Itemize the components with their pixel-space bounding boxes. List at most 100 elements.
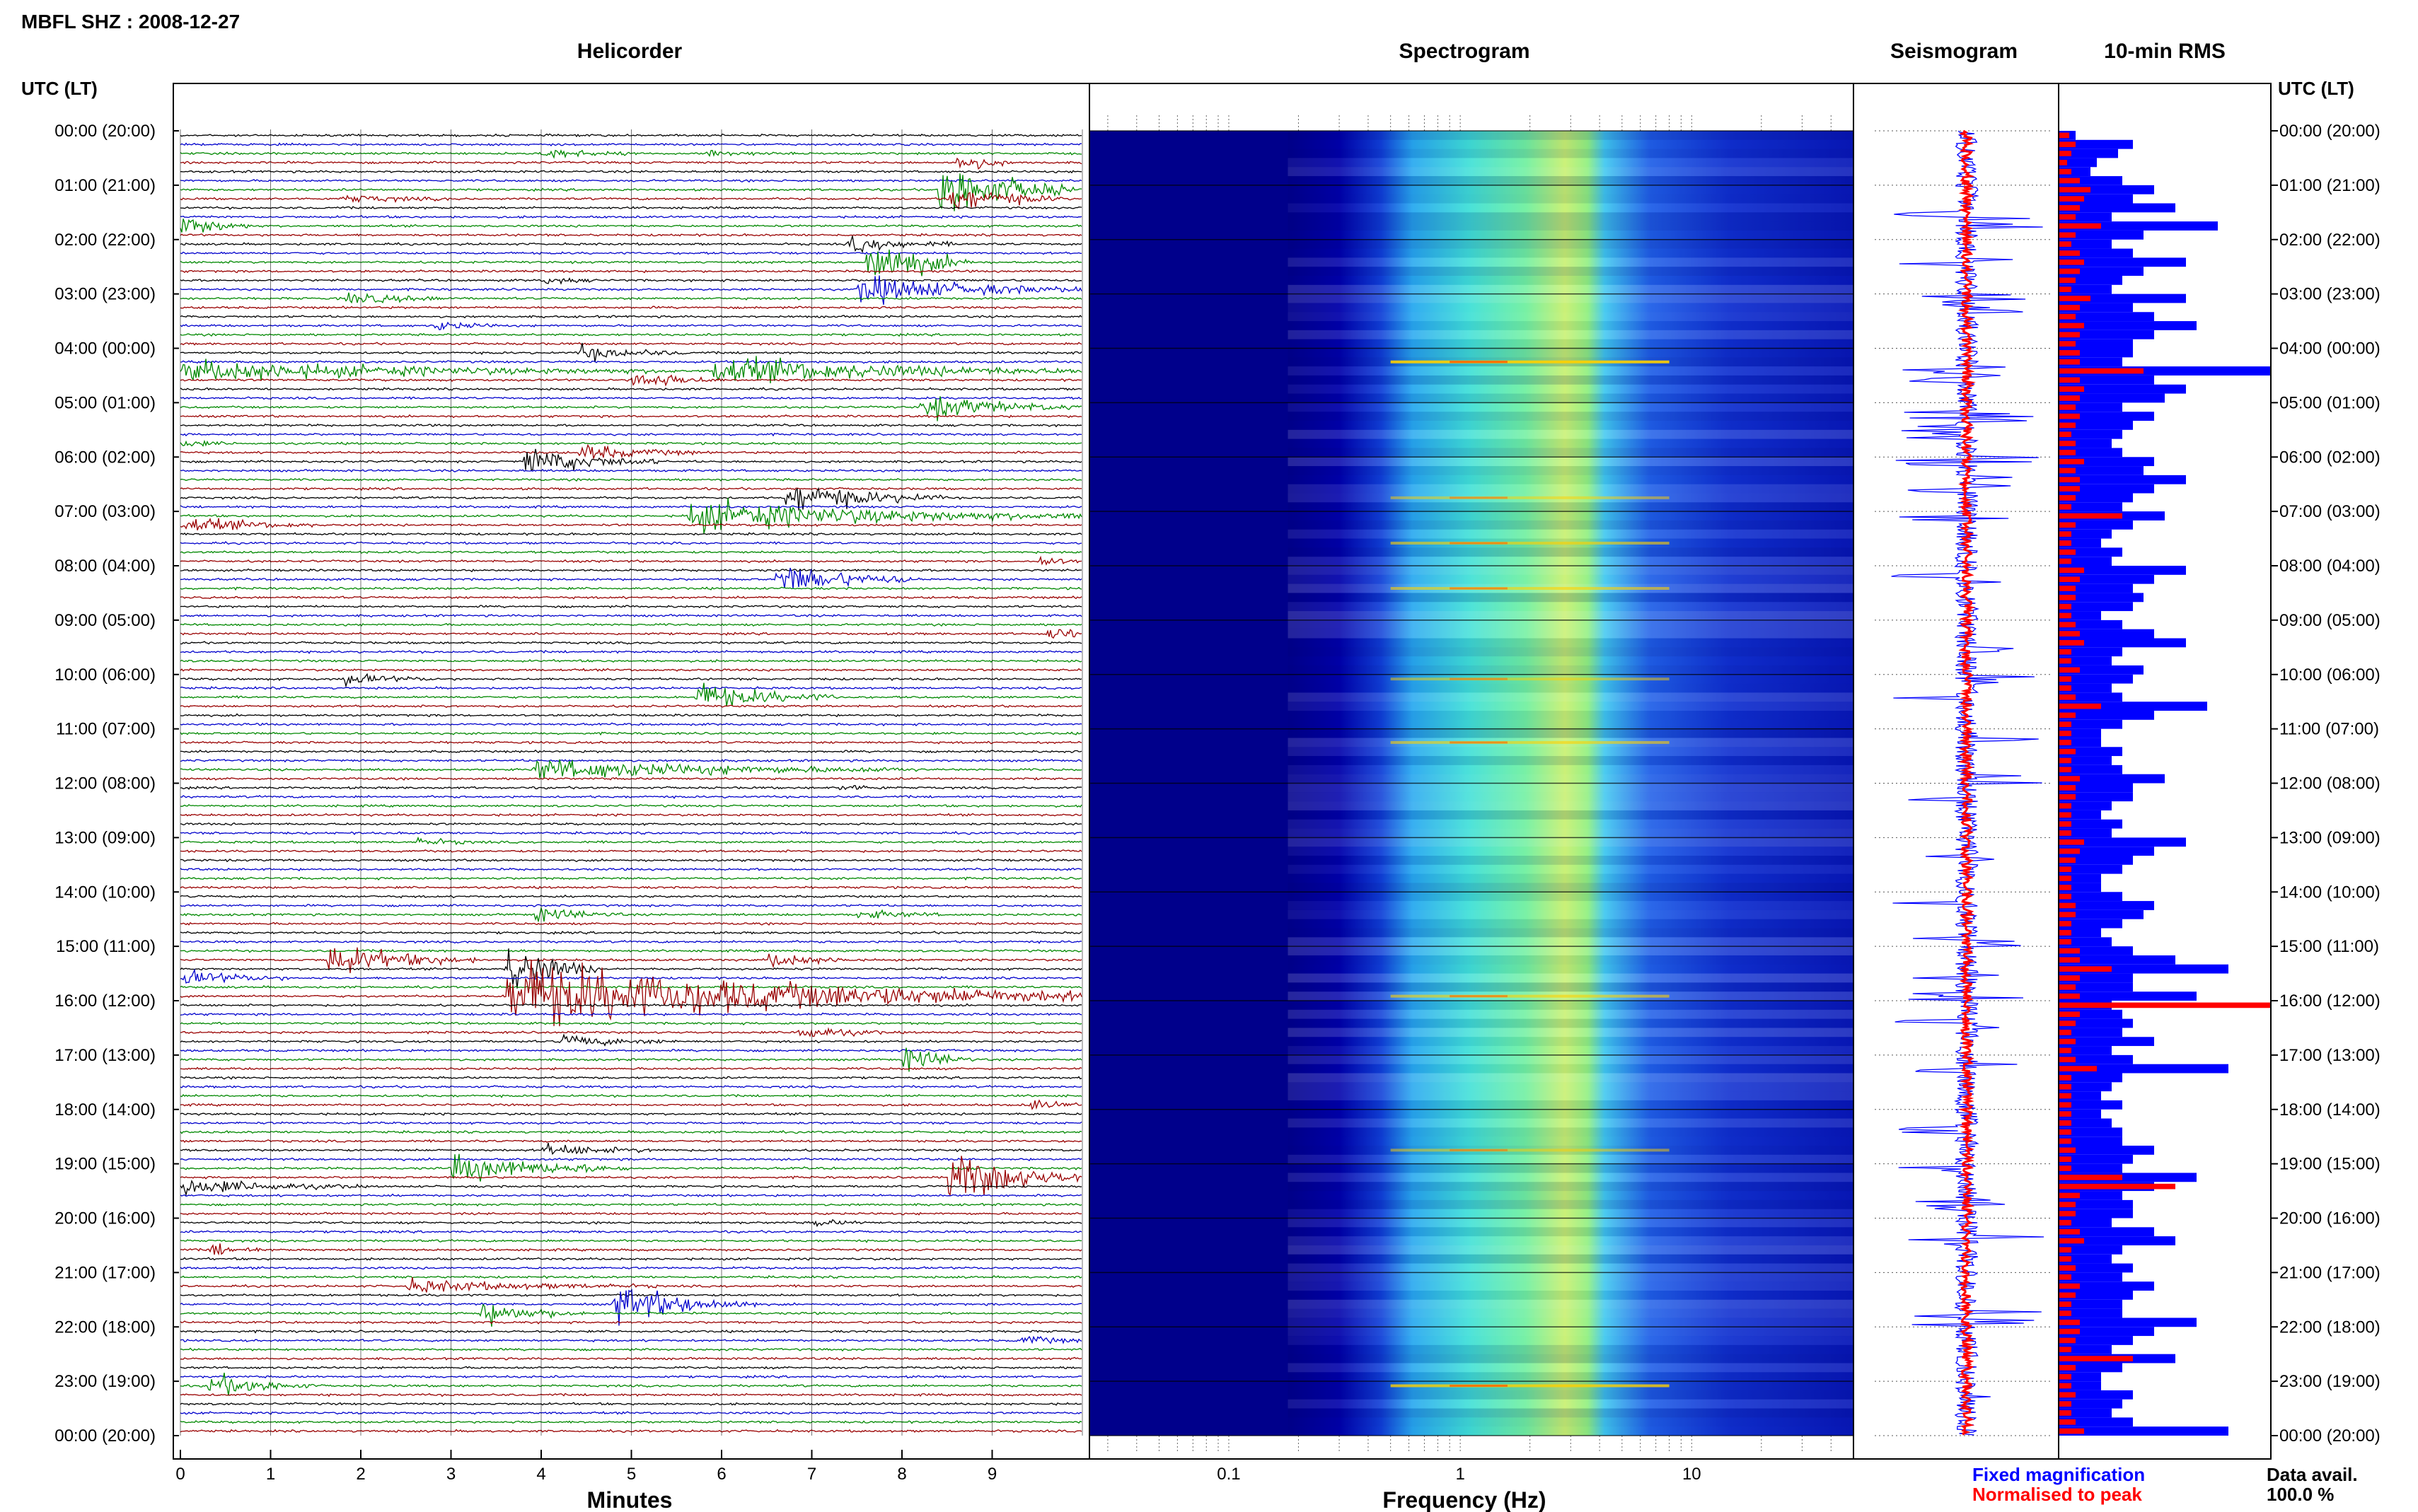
x-axis-ticks: 0 1 2 3 4 5 6 7 8 9 0.1 1 10 xyxy=(175,1450,1701,1484)
helicorder-xlabel: Minutes xyxy=(587,1487,673,1512)
spectrogram-row-121 xyxy=(1288,1227,1853,1237)
rms-bar-normalised xyxy=(2059,640,2084,646)
time-label-left: 07:00 (03:00) xyxy=(54,502,156,521)
rms-bar-fixed xyxy=(2059,384,2186,394)
rms-bar-fixed xyxy=(2059,1118,2112,1128)
rms-bar-normalised xyxy=(2059,1383,2071,1389)
rms-bar-normalised xyxy=(2059,495,2076,501)
spectrogram-row-143 xyxy=(1288,1426,1853,1436)
rms-bar-normalised xyxy=(2059,1111,2071,1117)
rms-bar-fixed xyxy=(2059,647,2122,657)
rms-bar-fixed xyxy=(2059,239,2112,249)
time-label-right: 03:00 (23:00) xyxy=(2279,285,2381,304)
rms-bar-normalised xyxy=(2059,1228,2080,1235)
spectrogram-row-28 xyxy=(1288,384,1853,394)
spectrogram-row-53 xyxy=(1288,611,1853,620)
rms-bar-normalised xyxy=(2059,993,2080,999)
time-label-left: 18:00 (14:00) xyxy=(54,1100,156,1120)
rms-bar-fixed xyxy=(2059,339,2133,349)
rms-bar-normalised xyxy=(2059,232,2076,238)
rms-bar-fixed xyxy=(2059,629,2154,639)
rms-bar-normalised xyxy=(2059,857,2076,863)
rms-bar-normalised xyxy=(2059,1238,2084,1244)
rms-bar-normalised xyxy=(2059,504,2071,510)
spectrogram-row-63 xyxy=(1288,702,1853,711)
spectrogram-row-9 xyxy=(1288,212,1853,222)
rms-bar-fixed xyxy=(2059,257,2186,267)
rms-bar-normalised xyxy=(2059,214,2076,220)
rms-bar-normalised xyxy=(2059,984,2076,990)
rms-bar-normalised xyxy=(2059,1093,2071,1099)
rms-bar-fixed xyxy=(2059,1281,2154,1291)
helicorder-xtick-label: 6 xyxy=(717,1465,726,1484)
spectrogram-row-113 xyxy=(1288,1154,1853,1164)
rms-bar-normalised xyxy=(2059,359,2080,365)
spectrogram-row-39 xyxy=(1288,484,1853,494)
rms-bar-fixed xyxy=(2059,674,2133,684)
spectrogram-row-43 xyxy=(1288,520,1853,530)
rms-bar-normalised xyxy=(2059,332,2080,338)
spectrogram-row-59 xyxy=(1288,665,1853,675)
rms-bar-fixed xyxy=(2059,321,2197,330)
time-label-left: 00:00 (20:00) xyxy=(54,1426,156,1446)
rms-bar-normalised xyxy=(2059,296,2090,301)
time-label-left: 17:00 (13:00) xyxy=(54,1046,156,1065)
spectrogram-row-88 xyxy=(1288,928,1853,938)
rms-bar-fixed xyxy=(2059,1227,2154,1237)
spectrogram-row-21 xyxy=(1288,321,1853,330)
rms-bar-fixed xyxy=(2059,683,2112,693)
rms-bar-normalised xyxy=(2059,1192,2080,1199)
rms-bar-fixed xyxy=(2059,502,2122,512)
spectrogram-row-30 xyxy=(1288,402,1853,412)
rms-bar-normalised xyxy=(2059,404,2076,410)
rms-bar-fixed xyxy=(2059,719,2122,729)
time-label-left: 00:00 (20:00) xyxy=(54,122,156,141)
rms-bar-fixed xyxy=(2059,429,2122,439)
spectrogram-row-87 xyxy=(1288,919,1853,929)
rms-bar-normalised xyxy=(2059,1156,2071,1163)
panel-frames xyxy=(173,83,2272,1460)
rms-bar-normalised xyxy=(2059,259,2084,265)
spectrogram-row-69 xyxy=(1288,756,1853,765)
spectrogram-row-56 xyxy=(1288,638,1853,648)
rms-bar-normalised xyxy=(2059,703,2101,709)
rms-bar-normalised xyxy=(2059,1373,2071,1380)
spectrogram-row-48 xyxy=(1288,566,1853,575)
spectrogram-row-24 xyxy=(1288,348,1853,358)
rms-bar-normalised xyxy=(2059,1419,2076,1425)
spectrogram-row-17 xyxy=(1288,284,1853,294)
spectrogram-row-102 xyxy=(1288,1054,1853,1064)
spectrogram-row-26 xyxy=(1288,366,1853,376)
spectrogram-xtick-label: 1 xyxy=(1455,1465,1464,1484)
rms-bar-normalised xyxy=(2059,531,2071,537)
spectrogram-row-139 xyxy=(1288,1390,1853,1400)
rms-bar-fixed xyxy=(2059,1308,2122,1318)
availability-value: 100.0 % xyxy=(2267,1484,2334,1505)
rms-bar-normalised xyxy=(2059,1147,2076,1153)
rms-bar-fixed xyxy=(2059,520,2133,530)
spectrogram-row-13 xyxy=(1288,248,1853,258)
spectrogram-row-76 xyxy=(1288,819,1853,829)
rms-bar-normalised xyxy=(2059,966,2112,972)
rms-bar-normalised xyxy=(2059,341,2076,347)
seismogram-fixed-trace xyxy=(1891,130,2044,1436)
time-label-right: 16:00 (12:00) xyxy=(2279,991,2381,1011)
spectrogram-row-86 xyxy=(1288,909,1853,919)
rms-bar-normalised xyxy=(2059,938,2071,945)
rms-bar-fixed xyxy=(2059,1046,2112,1055)
spectrogram-row-5 xyxy=(1288,176,1853,185)
spectrogram-row-124 xyxy=(1288,1254,1853,1264)
rms-bar-fixed xyxy=(2059,864,2122,874)
rms-bar-fixed xyxy=(2059,756,2112,765)
time-label-left: 04:00 (00:00) xyxy=(54,339,156,359)
rms-bar-normalised xyxy=(2059,812,2071,818)
helicorder-xtick-label: 1 xyxy=(266,1465,275,1484)
spectrogram-row-16 xyxy=(1288,276,1853,285)
time-label-left: 23:00 (19:00) xyxy=(54,1372,156,1391)
time-label-left: 02:00 (22:00) xyxy=(54,231,156,250)
rms-bar-normalised xyxy=(2059,622,2076,628)
rms-bar-fixed xyxy=(2059,892,2122,902)
rms-bar-normalised xyxy=(2059,1211,2076,1216)
time-label-left: 11:00 (07:00) xyxy=(56,720,156,739)
spectrogram-row-57 xyxy=(1288,647,1853,657)
